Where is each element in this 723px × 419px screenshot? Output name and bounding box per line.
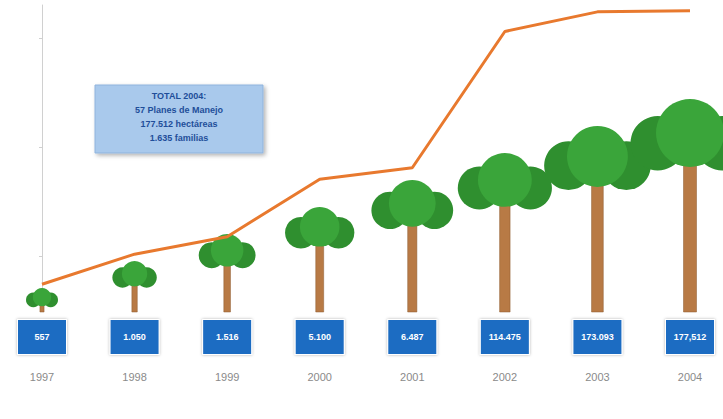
svg-text:6.487: 6.487 [401, 332, 424, 342]
svg-text:2002: 2002 [493, 371, 517, 383]
svg-text:1999: 1999 [215, 371, 239, 383]
svg-text:114.475: 114.475 [489, 332, 521, 342]
svg-text:1.516: 1.516 [216, 332, 239, 342]
svg-text:57 Planes de Manejo: 57 Planes de Manejo [135, 105, 224, 115]
svg-text:2003: 2003 [585, 371, 609, 383]
svg-text:1997: 1997 [30, 371, 54, 383]
svg-text:TOTAL 2004:: TOTAL 2004: [152, 91, 207, 101]
svg-text:1998: 1998 [122, 371, 146, 383]
svg-text:173.093: 173.093 [581, 332, 614, 342]
svg-text:1.050: 1.050 [123, 332, 146, 342]
svg-text:5.100: 5.100 [308, 332, 331, 342]
svg-text:557: 557 [34, 332, 49, 342]
svg-text:2004: 2004 [678, 371, 702, 383]
svg-text:1.635 familias: 1.635 familias [150, 133, 209, 143]
svg-text:177.512 hectáreas: 177.512 hectáreas [140, 119, 217, 129]
svg-text:2001: 2001 [400, 371, 424, 383]
svg-text:177,512: 177,512 [674, 332, 707, 342]
svg-text:2000: 2000 [307, 371, 331, 383]
